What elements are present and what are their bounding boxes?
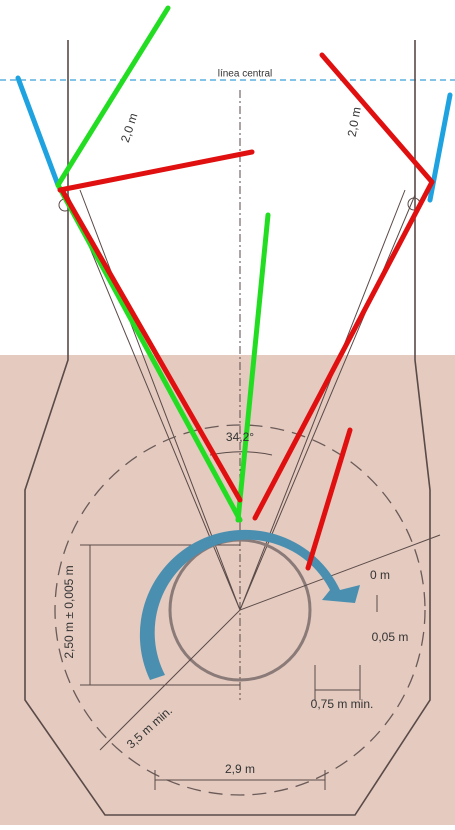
diagram: línea central 2,0 m 2,0 m 34,2° 2,50 m ±…: [0, 0, 455, 825]
radius-partial-label: 0 m: [370, 568, 390, 582]
height-label: 2,50 m ± 0,005 m: [62, 565, 76, 658]
gap-label: 0,05 m: [372, 630, 409, 644]
angle-label: 34,2°: [226, 430, 254, 444]
width-label: 2,9 m: [225, 762, 255, 776]
clearance-label: 0,75 m min.: [311, 697, 374, 711]
center-line-label: línea central: [218, 69, 272, 80]
